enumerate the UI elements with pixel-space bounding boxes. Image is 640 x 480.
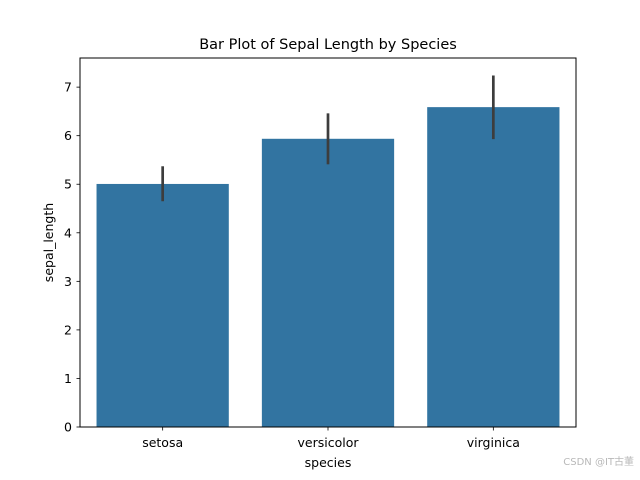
x-tick-label: setosa xyxy=(142,435,183,450)
bar-setosa xyxy=(96,183,229,427)
x-axis: setosa versicolor virginica xyxy=(142,427,520,450)
watermark: CSDN @IT古董 xyxy=(563,457,634,468)
x-tick-label: versicolor xyxy=(298,435,360,450)
y-axis: 0 1 2 3 4 5 6 7 xyxy=(64,80,80,435)
y-axis-label: sepal_length xyxy=(41,203,56,282)
x-axis-label: species xyxy=(305,455,352,470)
chart-title: Bar Plot of Sepal Length by Species xyxy=(199,37,457,53)
x-tick-label: virginica xyxy=(467,435,520,450)
y-tick-label: 4 xyxy=(64,225,72,240)
y-tick-label: 5 xyxy=(64,177,72,192)
bars-group xyxy=(96,107,560,428)
error-bars-group xyxy=(161,75,495,202)
y-tick-label: 0 xyxy=(64,420,72,435)
y-tick-label: 7 xyxy=(64,80,72,95)
bar-virginica xyxy=(427,107,560,428)
y-tick-label: 6 xyxy=(64,128,72,143)
bar-versicolor xyxy=(261,138,395,428)
y-tick-label: 3 xyxy=(64,274,72,289)
y-tick-label: 1 xyxy=(64,371,72,386)
y-tick-label: 2 xyxy=(64,322,72,337)
